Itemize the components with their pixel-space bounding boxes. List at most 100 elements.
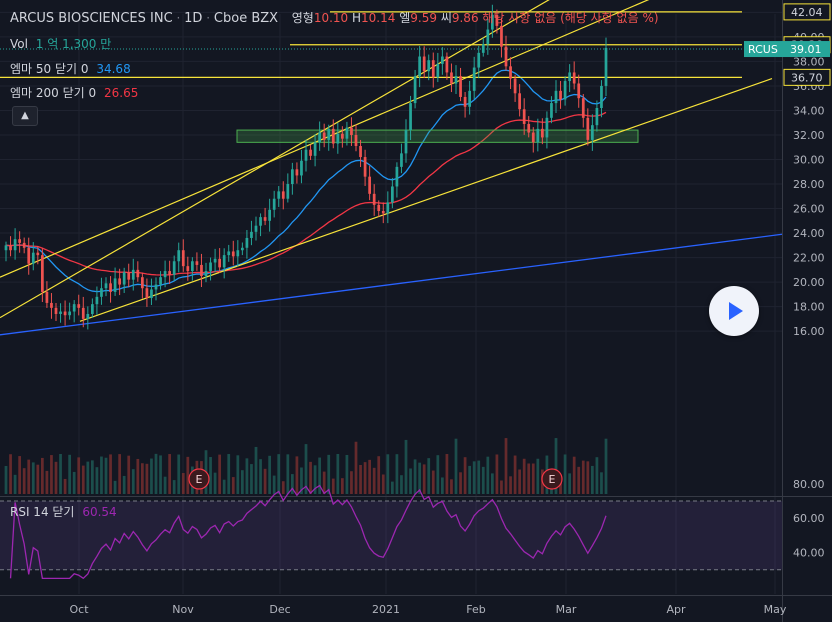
candle-body: [259, 217, 262, 226]
rsi-tick-label: 60.00: [793, 512, 825, 525]
candle-body: [231, 251, 235, 257]
time-tick-label: Mar: [556, 603, 577, 616]
volume-bar: [500, 480, 503, 494]
volume-bar: [300, 467, 303, 494]
volume-bar: [100, 456, 103, 494]
rsi-band-fill: [0, 501, 782, 570]
volume-bar: [150, 458, 153, 494]
candle-body: [222, 255, 226, 268]
candle-body: [159, 277, 162, 285]
interval[interactable]: 1D: [184, 11, 203, 26]
candle-body: [241, 247, 244, 251]
volume-bar: [450, 479, 453, 494]
candle-body: [327, 128, 331, 140]
symbol-legend: ARCUS BIOSCIENCES INC · 1D · Cboe BZX 영형…: [10, 11, 659, 26]
volume-bar: [45, 470, 49, 494]
candle-body: [422, 56, 426, 72]
volume-bar: [304, 444, 308, 494]
candle-body: [591, 125, 594, 140]
candle-body: [472, 67, 476, 91]
time-tick-label: May: [764, 603, 787, 616]
volume-bar: [186, 456, 190, 494]
price-tick-label: 16.00: [793, 325, 825, 338]
ema50-value: 34.68: [96, 62, 131, 76]
volume-bar: [172, 480, 176, 494]
ema200-line: [5, 111, 607, 276]
candle-body: [481, 44, 485, 53]
volume-bar: [431, 470, 435, 494]
ema50-legend[interactable]: 엠마 50 닫기 0 34.68: [10, 60, 131, 77]
volume-bar: [563, 454, 567, 494]
volume-bar: [168, 454, 171, 494]
collapse-legend-button[interactable]: ▲: [12, 106, 38, 126]
volume-bar: [72, 471, 76, 494]
volume-bar: [368, 459, 371, 494]
volume-bar: [104, 457, 108, 494]
rsi-legend[interactable]: RSI 14 닫기 60.54: [10, 503, 117, 520]
volume-bar: [409, 468, 412, 494]
volume-bar: [91, 460, 94, 494]
volume-bar: [281, 481, 285, 494]
volume-bar: [486, 456, 490, 494]
candle-body: [427, 60, 431, 72]
volume-bar: [381, 474, 385, 494]
candle-body: [531, 132, 535, 143]
support-zone-rect: [236, 129, 639, 143]
candle-body: [445, 56, 449, 73]
candle-body: [409, 103, 412, 131]
volume-bar: [81, 465, 85, 494]
candle-body: [604, 47, 608, 86]
candle-body: [131, 269, 135, 280]
volume-bar: [395, 454, 399, 494]
exchange: Cboe BZX: [213, 11, 279, 26]
candle-body: [213, 258, 217, 263]
volume-bar: [336, 454, 340, 494]
candle-body: [400, 153, 403, 167]
volume-bar: [127, 455, 131, 494]
candlesticks: [4, 4, 608, 330]
candle-body: [122, 272, 126, 285]
candle-body: [272, 198, 276, 210]
volume-bar: [159, 455, 162, 494]
volume-bar: [77, 457, 81, 494]
candle-body: [477, 52, 481, 68]
candle-body: [368, 176, 371, 194]
candle-body: [577, 83, 581, 99]
volume-legend[interactable]: Vol 1 억 1,300 만: [10, 35, 111, 52]
candle-body: [13, 239, 17, 251]
volume-bar: [68, 454, 71, 494]
low-value: 9.59: [410, 11, 437, 25]
volume-bar: [86, 461, 90, 494]
volume-bar: [13, 474, 17, 494]
volume-bar: [291, 474, 294, 494]
time-axis[interactable]: Oct Nov Dec 2021 Feb Mar Apr May: [69, 603, 786, 616]
volume-bar: [145, 463, 149, 494]
replay-play-button[interactable]: [709, 286, 759, 336]
time-tick-label: Apr: [666, 603, 686, 616]
volume-bar: [527, 463, 531, 494]
candle-body: [418, 56, 421, 77]
time-tick-label: Nov: [172, 603, 194, 616]
candle-body: [9, 245, 12, 251]
candle-body: [195, 261, 199, 265]
candle-body: [154, 284, 158, 290]
volume-bar: [454, 438, 458, 494]
volume-bar: [95, 467, 99, 494]
candle-body: [254, 225, 258, 232]
candle-body: [381, 210, 385, 214]
candle-body: [331, 128, 335, 144]
candle-body: [313, 142, 317, 156]
price-tick-label: 38.00: [793, 55, 825, 68]
earnings-marker-label: E: [549, 473, 556, 486]
candle-body: [463, 96, 467, 107]
volume-bar: [122, 475, 126, 494]
ema200-legend[interactable]: 엠마 200 닫기 0 26.65: [10, 84, 138, 101]
candle-body: [286, 184, 290, 199]
volume-bar: [577, 466, 581, 494]
candle-body: [550, 103, 553, 118]
volume-bar: [36, 464, 40, 494]
candle-body: [4, 245, 8, 251]
symbol-name[interactable]: ARCUS BIOSCIENCES INC: [10, 11, 173, 26]
